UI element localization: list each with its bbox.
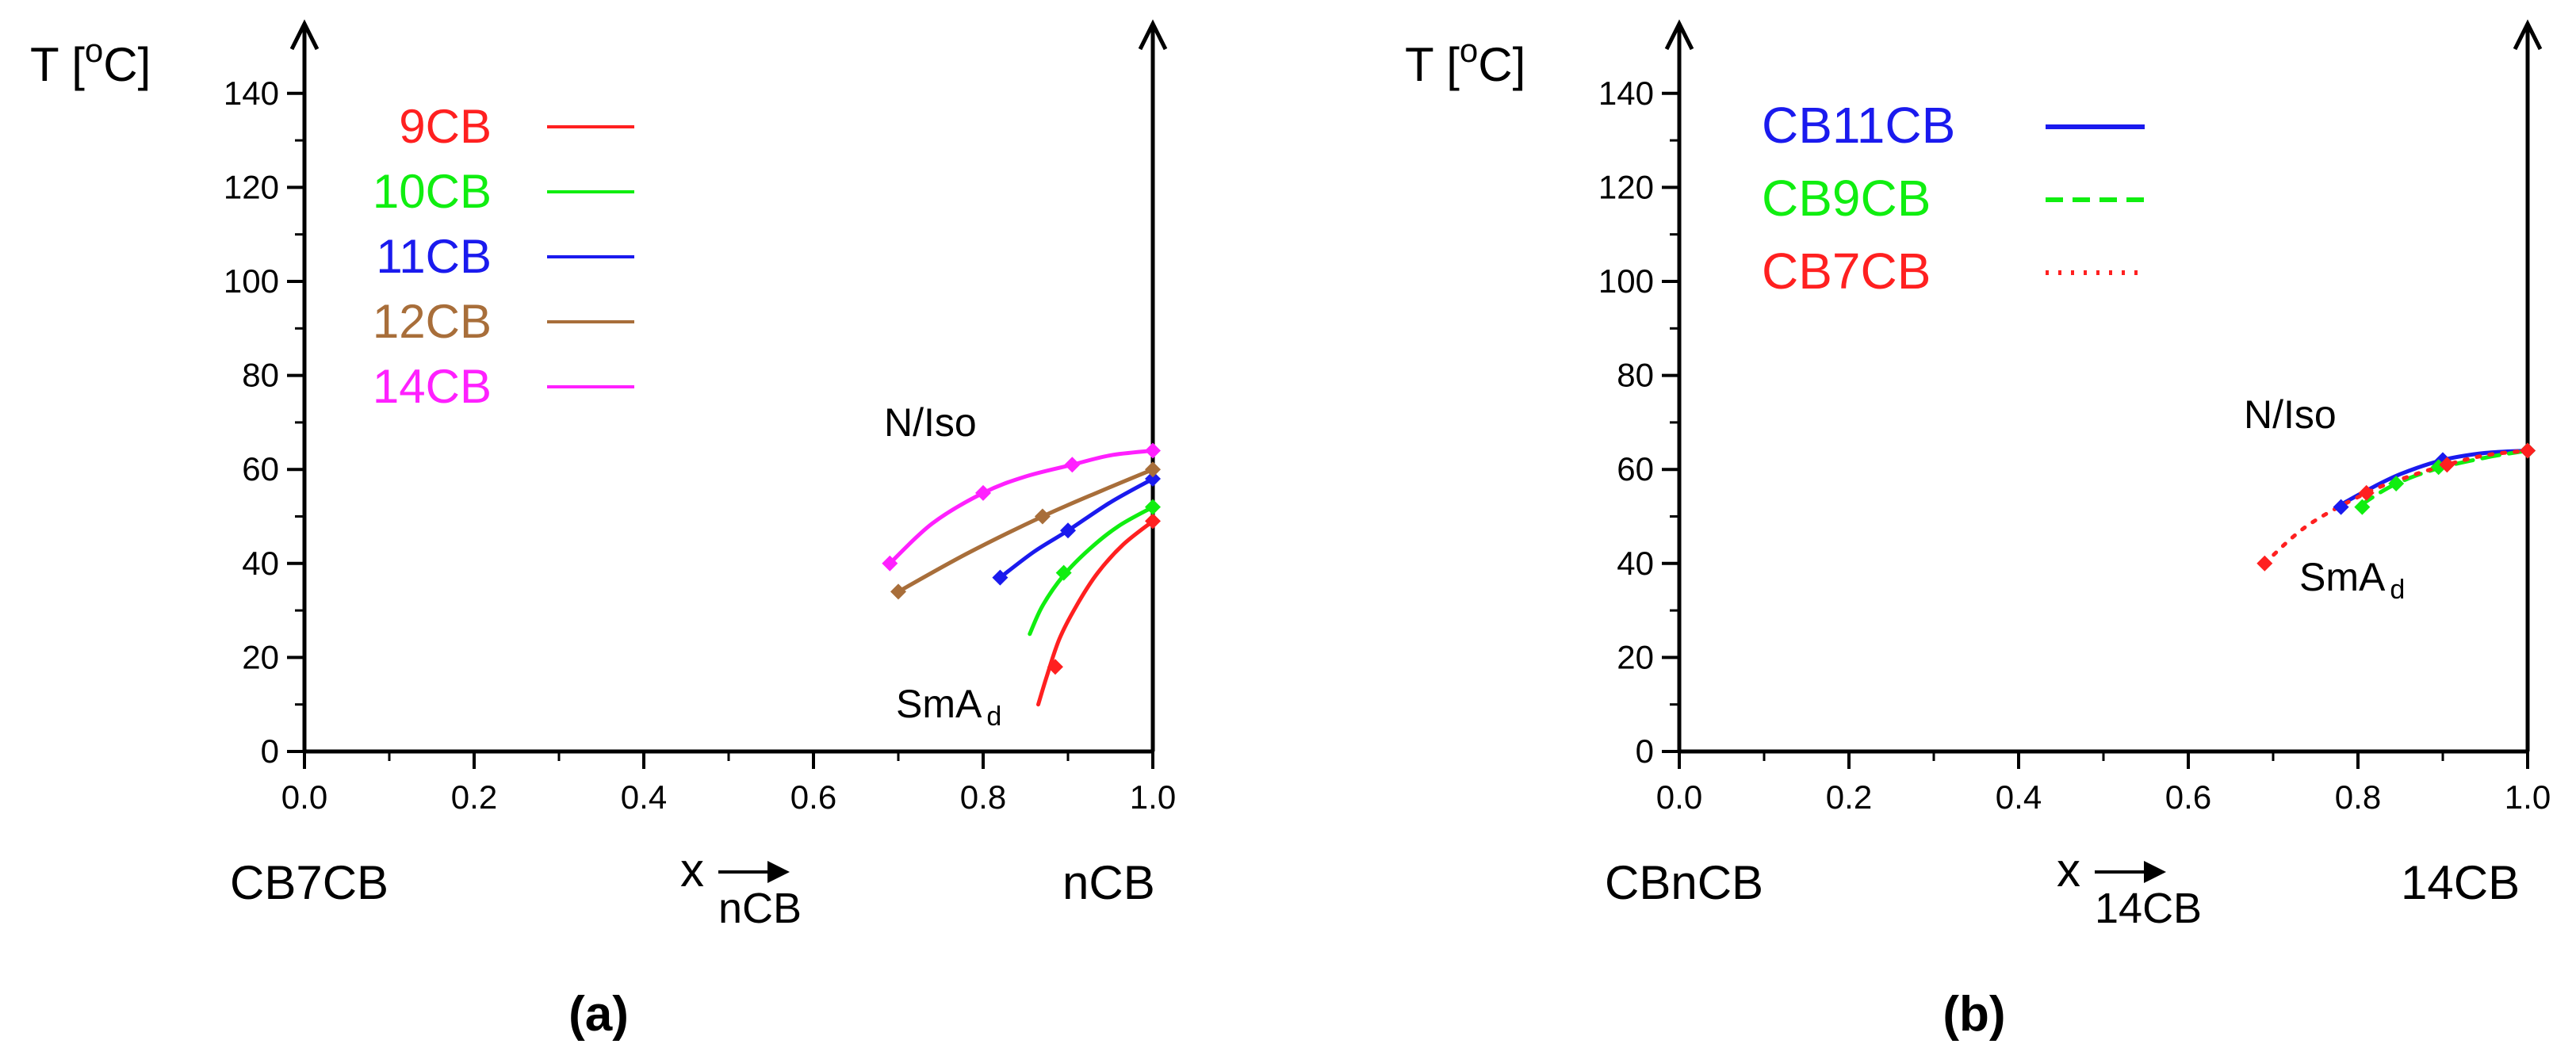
- panel-b-x-ticks: 0.0 0.2 0.4 0.6 0.8 1.0: [1656, 751, 2551, 816]
- data-point-9cb: [1145, 513, 1161, 530]
- data-point-cb9cb: [2354, 499, 2371, 515]
- panel-b: 0 20 40 60 80 100 120 140 0.0 0.2 0.4 0.6 0.8 1.0 T …: [1405, 19, 2551, 1042]
- y-tick-label: 140: [1598, 75, 1654, 112]
- x-tick-label: 0.2: [451, 778, 497, 816]
- panel-a-region-upper-label: N/Iso: [884, 400, 977, 445]
- data-point-cb7cb: [2520, 442, 2536, 459]
- x-tick-label: 0.0: [1656, 778, 1702, 816]
- panel-a-y-axis-label: T [oC]: [30, 32, 151, 91]
- data-point-cb11cb: [2333, 499, 2349, 515]
- data-point-14cb: [975, 484, 991, 501]
- x-tick-label: 0.4: [1996, 778, 2042, 816]
- data-point-12cb: [1145, 461, 1161, 478]
- data-point-cb7cb: [2256, 555, 2273, 572]
- panel-a-markers: [882, 442, 1161, 675]
- x-tick-label: 1.0: [1130, 778, 1176, 816]
- panel-b-region-upper-label: N/Iso: [2244, 392, 2337, 437]
- data-point-12cb: [890, 583, 906, 600]
- data-point-14cb: [1145, 442, 1161, 459]
- data-point-14cb: [1064, 457, 1081, 473]
- series-curve-10cb: [1028, 505, 1153, 637]
- data-point-12cb: [1034, 508, 1051, 525]
- y-tick-label: 120: [1598, 168, 1654, 205]
- x-tick-label: 0.8: [960, 778, 1006, 816]
- y-tick-label: 120: [224, 168, 279, 205]
- panel-b-region-lower-label: SmA d: [2299, 555, 2405, 605]
- x-tick-label: 1.0: [2505, 778, 2551, 816]
- panel-a-region-lower-label: SmA d: [896, 682, 1001, 732]
- legend-label-9cb: 9CB: [399, 100, 492, 153]
- legend-label-14cb: 14CB: [373, 360, 492, 413]
- y-tick-label: 80: [242, 357, 279, 394]
- y-tick-label: 20: [1617, 638, 1654, 675]
- panel-a: 0 20 40 60 80 100 120 140 0.0 0.2 0.4 0.6 0.8 1.0 T …: [30, 19, 1176, 1042]
- legend-label-cb7cb: CB7CB: [1762, 243, 1931, 300]
- panel-b-x-left-component: CBnCB: [1605, 856, 1763, 909]
- x-tick-label: 0.8: [2335, 778, 2381, 816]
- panel-a-x-ticks: 0.0 0.2 0.4 0.6 0.8 1.0: [281, 751, 1176, 816]
- y-tick-label: 100: [224, 262, 279, 300]
- data-point-11cb: [992, 569, 1009, 586]
- data-point-cb7cb: [2358, 484, 2375, 501]
- panel-b-x-right-component: 14CB: [2401, 856, 2520, 909]
- data-point-11cb: [1145, 471, 1161, 488]
- series-curve-cb7cb: [2262, 449, 2528, 566]
- panel-b-x-axis-subscript: 14CB: [2095, 885, 2202, 932]
- y-tick-label: 20: [242, 638, 279, 675]
- panel-b-right-axis-arrow: [2513, 19, 2543, 51]
- panel-b-markers: [2256, 442, 2536, 572]
- y-tick-label: 40: [242, 545, 279, 582]
- data-point-10cb: [1055, 564, 1072, 581]
- y-tick-label: 140: [224, 75, 279, 112]
- x-tick-label: 0.4: [621, 778, 667, 816]
- x-tick-label: 0.6: [2165, 778, 2211, 816]
- series-curve-9cb: [1036, 518, 1153, 707]
- panel-b-x-axis-symbol: x: [2057, 843, 2080, 897]
- panel-b-y-axis-arrow: [1664, 19, 1694, 51]
- panel-a-x-left-component: CB7CB: [230, 856, 389, 909]
- panel-a-legend: 9CB 10CB 11CB 12CB 14CB: [373, 100, 634, 413]
- legend-label-12cb: 12CB: [373, 295, 492, 348]
- x-tick-label: 0.2: [1826, 778, 1872, 816]
- panel-a-x-right-component: nCB: [1062, 856, 1155, 909]
- panel-b-y-ticks: 0 20 40 60 80 100 120 140: [1598, 75, 1679, 770]
- data-point-10cb: [1145, 499, 1161, 515]
- data-point-14cb: [882, 555, 898, 572]
- panel-a-curves: [887, 449, 1153, 707]
- panel-b-legend: CB11CB CB9CB CB7CB: [1762, 97, 2145, 300]
- panel-a-right-axis-arrow: [1138, 19, 1168, 51]
- panel-a-x-axis-subscript: nCB: [718, 885, 802, 932]
- legend-label-cb11cb: CB11CB: [1762, 97, 1955, 154]
- data-point-11cb: [1060, 522, 1076, 539]
- y-tick-label: 80: [1617, 357, 1654, 394]
- panel-a-y-axis-arrow: [289, 19, 320, 51]
- panel-b-y-axis-label: T [oC]: [1405, 32, 1525, 91]
- series-curve-14cb: [887, 449, 1153, 566]
- x-tick-label: 0.6: [790, 778, 836, 816]
- legend-label-11cb: 11CB: [376, 230, 492, 283]
- y-tick-label: 60: [1617, 450, 1654, 488]
- legend-label-10cb: 10CB: [373, 165, 492, 218]
- data-point-9cb: [1047, 659, 1063, 675]
- data-point-cb9cb: [2388, 475, 2405, 491]
- panel-b-curves: [2262, 449, 2528, 566]
- y-tick-label: 0: [261, 732, 279, 770]
- y-tick-label: 60: [242, 450, 279, 488]
- x-tick-label: 0.0: [281, 778, 327, 816]
- y-tick-label: 100: [1598, 262, 1654, 300]
- y-tick-label: 0: [1636, 732, 1654, 770]
- panel-b-x-axis-arrow-head: [2144, 861, 2166, 883]
- panel-b-caption: (b): [1943, 987, 2005, 1042]
- legend-label-cb9cb: CB9CB: [1762, 170, 1931, 227]
- data-point-cb7cb: [2439, 457, 2455, 473]
- panel-a-caption: (a): [568, 987, 629, 1042]
- panel-a-x-axis-arrow-head: [767, 861, 790, 883]
- y-tick-label: 40: [1617, 545, 1654, 582]
- panel-a-x-axis-symbol: x: [680, 843, 704, 897]
- panel-a-y-ticks: 0 20 40 60 80 100 120 140: [224, 75, 304, 770]
